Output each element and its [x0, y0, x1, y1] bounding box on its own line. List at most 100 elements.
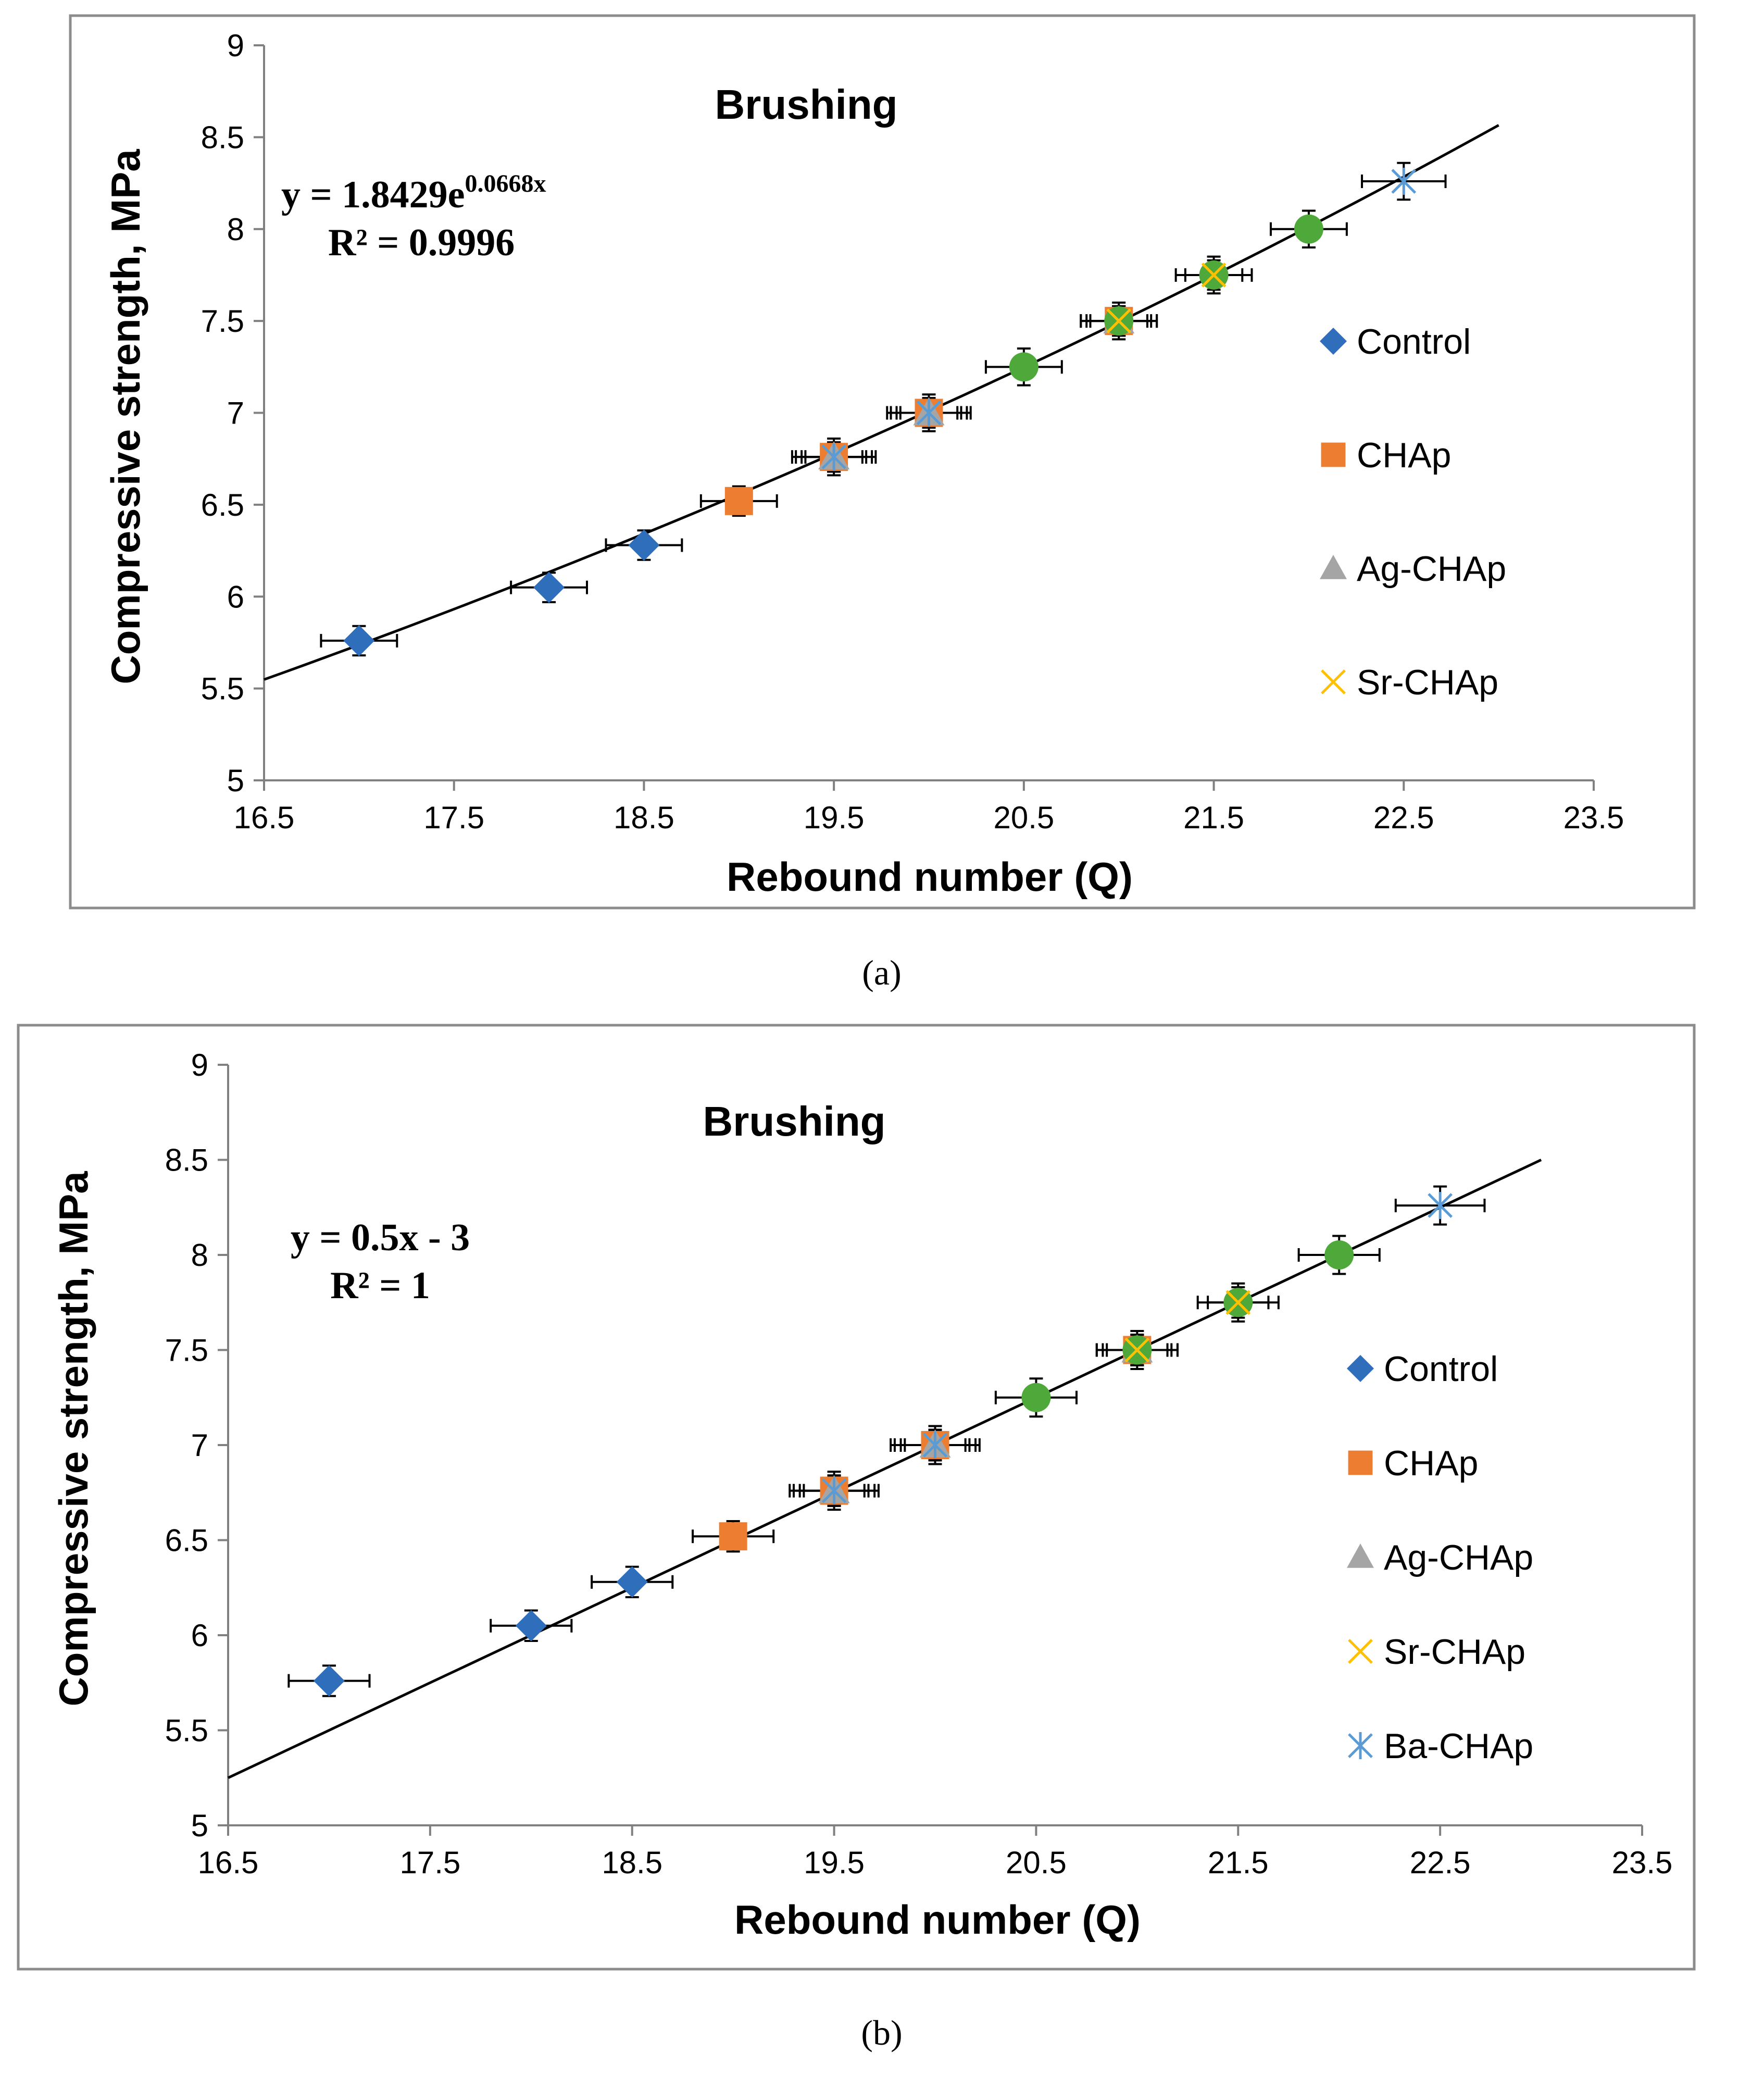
panel-b-label: (b): [861, 2013, 902, 2052]
data-point-control: [515, 1610, 547, 1641]
legend-marker-chap: [1321, 442, 1346, 467]
legend-label-ba: Ba-CHAp: [1384, 1726, 1533, 1766]
x-tick-label: 23.5: [1563, 800, 1624, 835]
trendline: [227, 1159, 1542, 1780]
panel-b-equation-base: y = 0.5x - 3: [291, 1216, 470, 1259]
legend-marker-control: [1347, 1355, 1374, 1382]
x-tick-label: 18.5: [602, 1845, 662, 1880]
x-tick-label: 16.5: [198, 1845, 259, 1880]
data-point-green: [1009, 352, 1039, 382]
x-tick-label: 17.5: [423, 800, 484, 835]
legend-marker-sr-stroke: [1321, 669, 1346, 694]
x-tick-label: 21.5: [1208, 1845, 1269, 1880]
legend-label-sr: Sr-CHAp: [1384, 1632, 1525, 1672]
legend-label-chap: CHAp: [1357, 435, 1451, 475]
y-tick-label: 6: [191, 1618, 208, 1653]
panel-b-x-axis-label: Rebound number (Q): [734, 1897, 1141, 1943]
data-point-control: [616, 1566, 648, 1598]
y-tick-label: 9: [191, 1048, 208, 1082]
y-tick-label: 7.5: [165, 1333, 208, 1368]
y-tick-label: 7: [227, 396, 244, 431]
x-tick-label: 19.5: [804, 800, 865, 835]
legend-marker-ba: [1348, 1732, 1373, 1759]
y-tick-label: 8: [191, 1238, 208, 1273]
data-point-control: [343, 625, 375, 656]
y-tick-label: 7.5: [201, 304, 244, 339]
data-point-green: [1294, 214, 1323, 244]
data-point-sr: [1106, 308, 1132, 333]
panel-b-chart: Brushing Compressive strength, MPa Rebou…: [17, 1024, 1696, 1971]
x-tick-label: 19.5: [804, 1845, 865, 1880]
panel-a-r-squared: R² = 0.9996: [328, 221, 515, 264]
trendline: [264, 124, 1499, 681]
x-tick-label: 20.5: [1006, 1845, 1067, 1880]
panel-a-equation-base: y = 1.8429e: [281, 173, 465, 216]
data-point-sr-stroke: [1225, 1290, 1251, 1315]
data-point-ba: [916, 399, 942, 427]
y-tick-label: 5: [191, 1808, 208, 1843]
x-tick-label: 22.5: [1410, 1845, 1471, 1880]
panel-a-equation-exponent: 0.0668x: [465, 170, 546, 197]
legend-label-ag: Ag-CHAp: [1357, 549, 1506, 589]
y-tick-label: 5.5: [165, 1713, 208, 1748]
y-tick-label: 8: [227, 212, 244, 247]
panel-b-plot-area: 5 5.5 6 6.5 7 7.5 8 8.5 9 16.5 17.5 18.5 19.5 20.5 21.…: [165, 1048, 1673, 1880]
y-tick-label: 6.5: [165, 1523, 208, 1558]
y-tick-label: 7: [191, 1428, 208, 1463]
legend-label-control: Control: [1384, 1349, 1498, 1389]
legend-marker-sr-stroke: [1348, 1639, 1373, 1664]
x-tick-label: 23.5: [1612, 1845, 1673, 1880]
panel-a-x-axis-label: Rebound number (Q): [727, 854, 1133, 900]
data-point-sr-stroke: [1201, 263, 1227, 288]
panel-b-r-squared: R² = 1: [330, 1264, 430, 1307]
y-tick-label: 5: [227, 763, 244, 798]
x-tick-label: 18.5: [614, 800, 674, 835]
x-tick-label: 16.5: [234, 800, 295, 835]
data-point-green: [1324, 1240, 1354, 1270]
data-point-ba: [821, 443, 847, 471]
panel-b-frame: [17, 1024, 1696, 1971]
legend-marker-sr: [1348, 1639, 1373, 1664]
y-tick-label: 6: [227, 579, 244, 614]
legend-label-ag: Ag-CHAp: [1384, 1538, 1533, 1577]
panel-a-y-axis-label: Compressive strength, MPa: [103, 149, 148, 685]
x-tick-label: 17.5: [399, 1845, 460, 1880]
data-point-sr-stroke: [1106, 308, 1132, 333]
legend-marker-control: [1320, 328, 1347, 355]
data-point-control: [533, 571, 565, 603]
panel-a-plot-area: 5 5.5 6 6.5 7 7.5 8 8.5 9 16.5 17.5 18.5 19.5 20.5 21.…: [201, 28, 1624, 835]
data-point-sr-stroke: [1124, 1337, 1150, 1363]
legend-label-chap: CHAp: [1384, 1444, 1478, 1483]
legend-label-sr: Sr-CHAp: [1357, 663, 1498, 702]
data-point-sr: [1225, 1290, 1251, 1315]
data-point-chap: [724, 487, 753, 515]
y-tick-label: 8.5: [201, 120, 244, 155]
y-tick-label: 9: [227, 28, 244, 63]
data-point-sr: [1201, 263, 1227, 288]
legend-marker-sr: [1321, 669, 1346, 694]
legend-marker-chap: [1348, 1450, 1373, 1475]
panel-a-label: (a): [862, 953, 901, 992]
x-tick-label: 21.5: [1183, 800, 1244, 835]
y-tick-label: 8.5: [165, 1143, 208, 1178]
panel-b-y-axis-label: Compressive strength, MPa: [51, 1171, 96, 1707]
data-point-green: [1021, 1383, 1051, 1412]
x-tick-label: 22.5: [1373, 800, 1434, 835]
y-tick-label: 6.5: [201, 488, 244, 522]
data-point-chap: [719, 1522, 747, 1551]
data-point-control: [313, 1665, 345, 1697]
x-tick-label: 20.5: [993, 800, 1054, 835]
data-point-ba: [1391, 168, 1417, 195]
panel-b-title: Brushing: [703, 1098, 885, 1144]
panel-a-title: Brushing: [715, 81, 897, 128]
data-point-control: [628, 529, 660, 561]
data-point-ba: [922, 1432, 948, 1459]
panel-a-chart: Brushing Compressive strength, MPa Rebou…: [69, 14, 1696, 910]
data-point-ba: [821, 1477, 847, 1504]
panel-b-equation: y = 0.5x - 3: [291, 1216, 470, 1259]
y-tick-label: 5.5: [201, 671, 244, 706]
panel-a-frame: [69, 14, 1696, 910]
data-point-sr: [1124, 1337, 1150, 1363]
legend-label-control: Control: [1357, 322, 1471, 362]
